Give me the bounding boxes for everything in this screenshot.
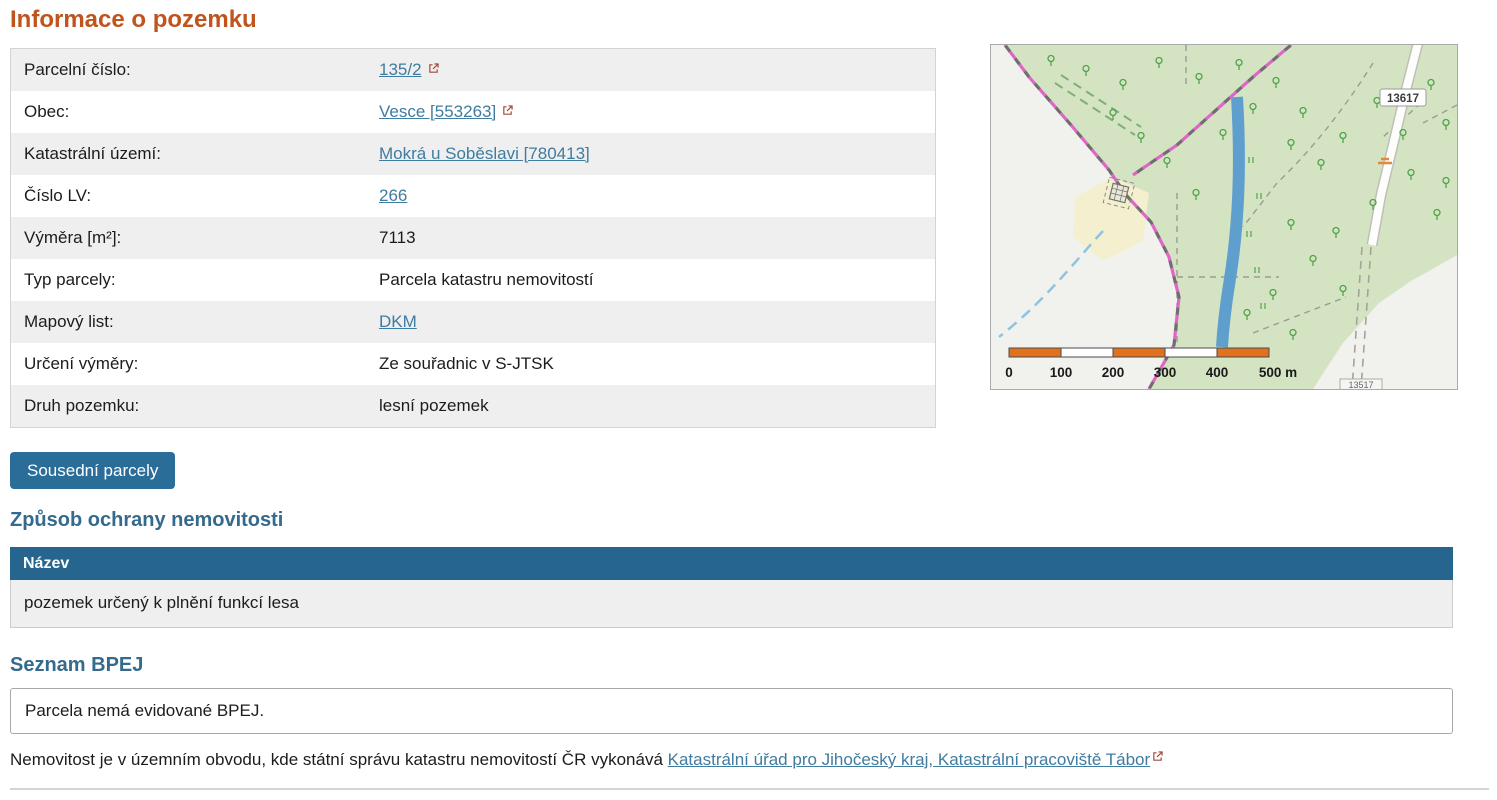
svg-text:300: 300: [1154, 365, 1177, 380]
info-label: Určení výměry:: [24, 354, 139, 373]
info-label: Typ parcely:: [24, 270, 116, 289]
info-label: Mapový list:: [24, 312, 114, 331]
info-label: Druh pozemku:: [24, 396, 140, 415]
svg-text:0: 0: [1005, 365, 1013, 380]
info-label: Parcelní číslo:: [24, 60, 131, 79]
svg-text:500 m: 500 m: [1259, 365, 1297, 380]
road-number-label: 13617: [1379, 88, 1427, 107]
info-value: Ze souřadnic v S-JTSK: [379, 354, 554, 373]
table-row: Číslo LV: 266: [11, 175, 935, 217]
office-info-line: Nemovitost je v územním obvodu, kde stát…: [10, 750, 1163, 770]
svg-text:13617: 13617: [1387, 93, 1419, 105]
info-label: Výměra [m²]:: [24, 228, 122, 247]
table-row: Parcelní číslo: 135/2: [11, 49, 935, 91]
table-row: Mapový list: DKM: [11, 301, 935, 343]
table-row: Katastrální území: Mokrá u Soběslavi [78…: [11, 133, 935, 175]
cadastral-office-link[interactable]: Katastrální úřad pro Jihočeský kraj, Kat…: [667, 750, 1151, 769]
info-value: lesní pozemek: [379, 396, 489, 415]
parcel-info-table: Parcelní číslo: 135/2 Obec: Vesce [55326…: [10, 48, 936, 428]
cadastral-area-link[interactable]: Mokrá u Soběslavi [780413]: [379, 144, 590, 163]
info-label: Katastrální území:: [24, 144, 162, 163]
external-link-icon: [428, 62, 439, 73]
municipality-link[interactable]: Vesce [553263]: [379, 102, 497, 121]
svg-text:13517: 13517: [1348, 380, 1373, 389]
parcel-number-link[interactable]: 135/2: [379, 60, 422, 79]
bpej-empty-message: Parcela nemá evidované BPEJ.: [10, 688, 1453, 734]
partial-bottom-label: 13517: [1339, 378, 1383, 389]
page-title: Informace o pozemku: [10, 6, 257, 33]
info-label: Číslo LV:: [24, 186, 92, 205]
lv-number-link[interactable]: 266: [379, 186, 408, 205]
info-value: Parcela katastru nemovitostí: [379, 270, 594, 289]
table-row: Určení výměry: Ze souřadnic v S-JTSK: [11, 343, 935, 385]
tree-symbols: [1047, 54, 1450, 340]
info-value: 7113: [379, 228, 416, 247]
svg-text:200: 200: [1102, 365, 1125, 380]
table-row: Obec: Vesce [553263]: [11, 91, 935, 133]
cadastral-map-preview[interactable]: 13617 13517 0 100 200 300 400 500 m: [990, 44, 1458, 390]
protection-table-row: pozemek určený k plnění funkcí lesa: [10, 580, 1453, 628]
map-scale-bar: 0 100 200 300 400 500 m: [1005, 347, 1297, 380]
table-row: Výměra [m²]: 7113: [11, 217, 935, 259]
map-sheet-link[interactable]: DKM: [379, 312, 417, 331]
table-row: Typ parcely: Parcela katastru nemovitost…: [11, 259, 935, 301]
svg-text:400: 400: [1206, 365, 1229, 380]
bottom-divider: [10, 788, 1489, 790]
svg-text:100: 100: [1050, 365, 1073, 380]
map-image: 13617 13517 0 100 200 300 400 500 m: [991, 45, 1457, 389]
neighboring-parcels-button[interactable]: Sousední parcely: [10, 452, 176, 489]
protection-section-title: Způsob ochrany nemovitosti: [10, 509, 284, 531]
table-row: Druh pozemku: lesní pozemek: [11, 385, 935, 427]
external-link-icon: [503, 104, 513, 115]
protection-table-header: Název: [10, 547, 1453, 580]
office-info-text: Nemovitost je v územním obvodu, kde stát…: [10, 750, 668, 769]
external-link-icon: [1153, 751, 1163, 761]
bpej-section-title: Seznam BPEJ: [10, 654, 144, 676]
info-label: Obec:: [24, 102, 70, 121]
